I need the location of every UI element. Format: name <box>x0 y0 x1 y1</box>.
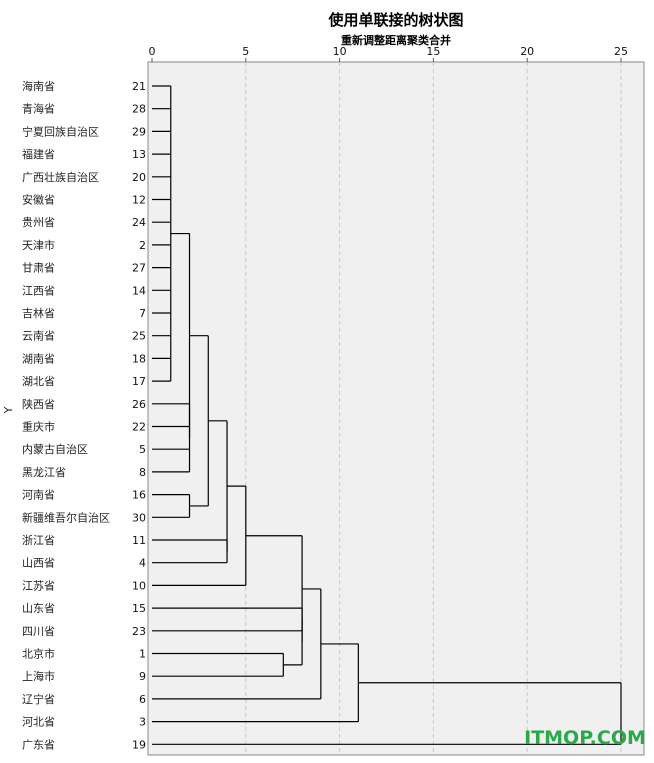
leaf-name: 宁夏回族自治区 <box>22 124 99 138</box>
x-tick-label: 15 <box>426 45 440 58</box>
leaf-id: 20 <box>132 171 146 184</box>
x-tick-label: 20 <box>520 45 534 58</box>
grid-lines <box>245 62 622 755</box>
dendrogram-links <box>152 85 622 745</box>
leaf-name: 青海省 <box>22 102 55 116</box>
leaf-name: 安徽省 <box>22 193 55 207</box>
leaf-id: 12 <box>132 194 146 207</box>
leaf-id: 26 <box>132 398 146 411</box>
leaf-name: 云南省 <box>22 330 55 343</box>
leaf-name: 山东省 <box>22 602 55 615</box>
x-tick-label: 10 <box>333 45 347 58</box>
leaf-name: 江苏省 <box>22 579 55 592</box>
leaf-id: 10 <box>132 579 146 592</box>
leaf-name: 天津市 <box>22 238 55 252</box>
leaf-name: 黑龙江省 <box>22 466 66 479</box>
leaf-id: 30 <box>132 511 146 524</box>
leaf-name: 贵州省 <box>22 216 55 229</box>
leaf-id: 18 <box>132 352 146 365</box>
leaf-name: 上海市 <box>22 669 55 683</box>
leaf-name: 甘肃省 <box>22 262 55 275</box>
x-tick-label: 0 <box>149 45 156 58</box>
x-tick-label: 5 <box>242 45 249 58</box>
chart-title: 使用单联接的树状图 <box>327 11 463 29</box>
y-axis-label: Y <box>2 406 15 414</box>
leaf-id: 16 <box>132 489 146 502</box>
leaf-id: 2 <box>139 239 146 252</box>
leaf-name: 新疆维吾尔自治区 <box>22 510 110 524</box>
leaf-id: 7 <box>139 307 146 320</box>
leaf-id: 28 <box>132 103 146 116</box>
leaf-name: 江西省 <box>22 284 55 297</box>
leaf-id: 9 <box>139 670 146 683</box>
chart-subtitle: 重新调整距离聚类合并 <box>341 33 451 47</box>
leaf-name: 湖北省 <box>22 375 55 388</box>
leaf-id: 25 <box>132 330 146 343</box>
leaf-name: 山西省 <box>22 557 55 570</box>
leaf-name: 福建省 <box>22 147 55 161</box>
leaf-name: 广西壮族自治区 <box>22 170 99 184</box>
leaf-id: 21 <box>132 80 146 93</box>
leaf-id: 22 <box>132 421 146 434</box>
leaf-id: 27 <box>132 262 146 275</box>
leaf-name: 陕西省 <box>22 397 55 411</box>
leaf-id: 11 <box>132 534 146 547</box>
leaf-id: 23 <box>132 625 146 638</box>
plot-area <box>147 61 645 756</box>
leaf-name: 河北省 <box>22 716 55 729</box>
x-axis-ticks: 0 5 10 15 20 25 <box>149 45 628 62</box>
leaf-name: 广东省 <box>22 738 55 751</box>
watermark: ITMOP.COM <box>524 727 646 749</box>
leaf-id: 4 <box>139 557 146 570</box>
x-tick-label: 25 <box>614 45 628 58</box>
leaf-name: 辽宁省 <box>22 692 55 706</box>
leaf-id: 15 <box>132 602 146 615</box>
leaf-id: 3 <box>139 716 146 729</box>
leaf-id: 6 <box>139 693 146 706</box>
leaf-name: 浙江省 <box>22 534 55 547</box>
leaf-id: 17 <box>132 375 146 388</box>
leaf-id: 8 <box>139 466 146 479</box>
leaf-id: 24 <box>132 216 146 229</box>
leaf-name: 内蒙古自治区 <box>22 442 88 456</box>
leaf-id: 13 <box>132 148 146 161</box>
leaf-name: 吉林省 <box>22 306 55 320</box>
leaf-name: 北京市 <box>22 647 55 661</box>
leaf-name: 重庆市 <box>22 420 55 434</box>
leaf-id: 29 <box>132 125 146 138</box>
leaf-id: 5 <box>139 443 146 456</box>
leaf-name: 海南省 <box>22 79 55 93</box>
leaf-id: 1 <box>139 648 146 661</box>
leaf-name: 四川省 <box>22 625 55 638</box>
leaf-id: 19 <box>132 738 146 751</box>
leaf-id: 14 <box>132 284 146 297</box>
leaf-name: 河南省 <box>22 489 55 502</box>
leaf-name: 湖南省 <box>22 352 55 365</box>
